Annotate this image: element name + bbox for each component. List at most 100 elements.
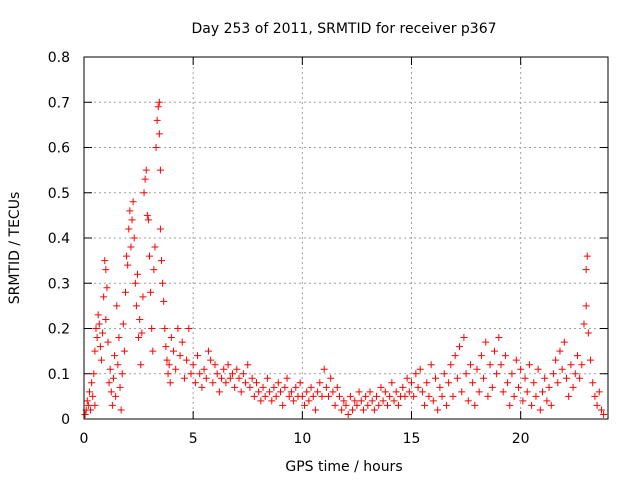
data-point bbox=[309, 392, 317, 400]
data-point bbox=[414, 383, 422, 391]
data-point bbox=[91, 401, 99, 409]
data-point bbox=[425, 392, 433, 400]
data-point bbox=[493, 370, 501, 378]
data-point bbox=[133, 270, 141, 278]
data-point bbox=[318, 392, 326, 400]
data-point bbox=[383, 401, 391, 409]
data-point bbox=[504, 379, 512, 387]
data-point bbox=[126, 207, 134, 215]
data-point bbox=[100, 293, 108, 301]
data-point bbox=[248, 374, 256, 382]
x-tick-label: 0 bbox=[80, 431, 89, 447]
data-point bbox=[364, 401, 372, 409]
data-point bbox=[466, 361, 474, 369]
data-point bbox=[231, 383, 239, 391]
data-point bbox=[141, 175, 149, 183]
data-point bbox=[237, 388, 245, 396]
data-point bbox=[578, 361, 586, 369]
data-point bbox=[115, 334, 123, 342]
data-point bbox=[250, 392, 258, 400]
data-point bbox=[316, 379, 324, 387]
y-tick-label: 0.6 bbox=[48, 141, 70, 157]
data-point bbox=[583, 252, 591, 260]
data-point bbox=[149, 347, 157, 355]
data-point bbox=[226, 374, 234, 382]
data-point bbox=[170, 347, 178, 355]
data-point bbox=[408, 379, 415, 387]
data-point bbox=[154, 103, 162, 111]
data-point bbox=[442, 401, 450, 409]
data-point bbox=[142, 166, 150, 174]
data-point bbox=[279, 401, 287, 409]
data-point bbox=[163, 356, 171, 364]
data-point bbox=[211, 361, 219, 369]
data-point bbox=[399, 383, 407, 391]
data-point bbox=[349, 406, 357, 414]
x-tick-label: 20 bbox=[512, 431, 530, 447]
data-point bbox=[137, 361, 145, 369]
data-point bbox=[558, 365, 566, 373]
data-point bbox=[138, 329, 146, 337]
data-point bbox=[148, 325, 156, 332]
data-point bbox=[410, 392, 418, 400]
data-point bbox=[296, 379, 304, 387]
data-point bbox=[471, 401, 479, 409]
data-point bbox=[517, 365, 525, 373]
data-point bbox=[196, 370, 204, 378]
data-point bbox=[497, 361, 505, 369]
data-point bbox=[523, 388, 531, 396]
data-point bbox=[539, 388, 546, 396]
data-point bbox=[129, 198, 137, 206]
data-point bbox=[132, 302, 140, 310]
data-point bbox=[405, 388, 413, 396]
data-point bbox=[340, 397, 348, 405]
grid-lines bbox=[84, 57, 608, 419]
data-point bbox=[462, 370, 470, 378]
data-point bbox=[469, 379, 477, 387]
data-point bbox=[91, 347, 99, 355]
data-point bbox=[97, 356, 105, 364]
data-point bbox=[136, 315, 144, 323]
data-point bbox=[131, 279, 139, 287]
data-point bbox=[554, 379, 562, 387]
data-point bbox=[96, 343, 104, 351]
y-axis-label: SRMTID / TECUs bbox=[7, 192, 23, 305]
data-point bbox=[117, 406, 125, 414]
data-point bbox=[576, 374, 584, 382]
data-point bbox=[194, 352, 202, 360]
data-point bbox=[486, 361, 494, 369]
data-point bbox=[108, 401, 116, 409]
data-point bbox=[584, 329, 592, 337]
data-point bbox=[109, 374, 117, 382]
data-point bbox=[292, 383, 300, 391]
data-point bbox=[456, 343, 464, 351]
data-point bbox=[464, 397, 472, 405]
data-point bbox=[101, 257, 109, 265]
data-point bbox=[161, 325, 169, 332]
chart-title: Day 253 of 2011, SRMTID for receiver p36… bbox=[191, 21, 496, 37]
data-point bbox=[320, 365, 328, 373]
data-point bbox=[589, 379, 597, 387]
y-tick-label: 0.5 bbox=[48, 186, 70, 202]
data-point bbox=[263, 374, 271, 382]
data-point bbox=[582, 302, 590, 310]
data-point bbox=[530, 379, 538, 387]
data-point bbox=[327, 374, 335, 382]
data-point bbox=[255, 388, 263, 396]
data-point bbox=[283, 374, 291, 382]
data-point bbox=[270, 383, 278, 391]
data-point bbox=[582, 266, 590, 274]
data-point bbox=[125, 225, 133, 233]
data-point bbox=[434, 406, 442, 414]
data-point bbox=[123, 252, 131, 260]
data-point bbox=[180, 374, 188, 382]
data-point bbox=[92, 325, 100, 332]
data-point bbox=[416, 365, 424, 373]
data-point bbox=[102, 315, 110, 323]
data-point bbox=[88, 379, 96, 387]
data-point bbox=[146, 252, 153, 260]
data-point bbox=[593, 401, 601, 409]
data-point bbox=[147, 288, 155, 296]
